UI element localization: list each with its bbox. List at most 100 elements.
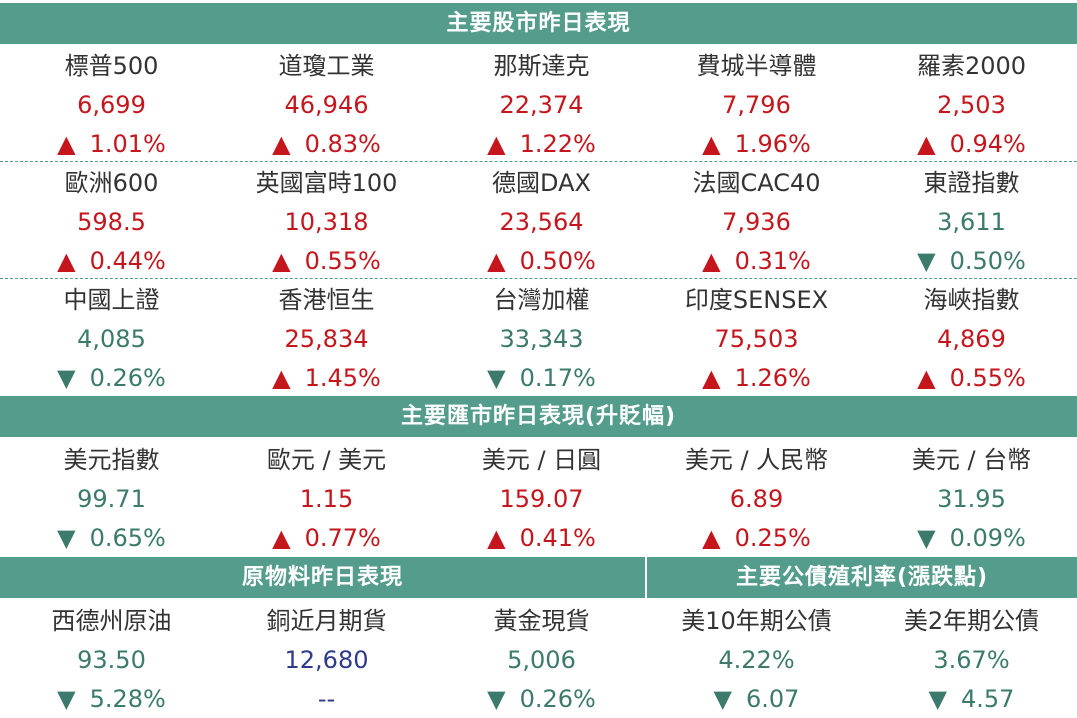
change-value: 0.26% bbox=[89, 364, 166, 392]
stocks-row-3: 中國上證 4,085 ▼ 0.26% 香港恒生 25,834 ▲ 1.45% 台灣加權 33,34… bbox=[0, 279, 1077, 395]
instrument-change: ▲ 1.26% bbox=[649, 361, 864, 395]
instrument-name: 英國富時100 bbox=[255, 169, 398, 197]
change-value: 0.09% bbox=[949, 524, 1026, 552]
market-cell: 美10年期公債 4.22% ▼ 6.07 bbox=[649, 600, 864, 716]
instrument-change: ▲ 0.44% bbox=[4, 244, 219, 278]
market-cell: 美元指數 99.71 ▼ 0.65% bbox=[4, 439, 219, 555]
instrument-value: 99.71 bbox=[77, 485, 146, 513]
stocks-row-2: 歐洲600 598.5 ▲ 0.44% 英國富時100 10,318 ▲ 0.55% 德國DAX… bbox=[0, 162, 1077, 279]
instrument-name: 西德州原油 bbox=[51, 607, 172, 635]
instrument-change: ▲ 0.41% bbox=[434, 521, 649, 555]
market-cell: 銅近月期貨 12,680 -- bbox=[219, 600, 434, 716]
instrument-name: 羅素2000 bbox=[916, 52, 1027, 80]
instrument-name: 香港恒生 bbox=[278, 286, 375, 314]
change-value: 0.55% bbox=[949, 364, 1026, 392]
market-cell: 美元 / 人民幣 6.89 ▲ 0.25% bbox=[649, 439, 864, 555]
change-value: 0.50% bbox=[949, 247, 1026, 275]
instrument-value: 3.67% bbox=[933, 646, 1010, 674]
instrument-change: ▲ 1.96% bbox=[649, 127, 864, 161]
market-cell: 台灣加權 33,343 ▼ 0.17% bbox=[434, 279, 649, 395]
instrument-change: ▲ 0.50% bbox=[434, 244, 649, 278]
market-cell: 費城半導體 7,796 ▲ 1.96% bbox=[649, 45, 864, 161]
stocks-banner: 主要股市昨日表現 bbox=[0, 3, 1077, 44]
market-cell: 美2年期公債 3.67% ▼ 4.57 bbox=[864, 600, 1077, 716]
instrument-value: 4.22% bbox=[718, 646, 795, 674]
instrument-name: 海峽指數 bbox=[923, 286, 1020, 314]
change-value: 0.25% bbox=[734, 524, 811, 552]
triangle-down-icon: ▼ bbox=[713, 685, 733, 713]
instrument-value: 4,085 bbox=[77, 325, 146, 353]
instrument-name: 美元 / 人民幣 bbox=[684, 446, 829, 474]
change-value: 0.77% bbox=[304, 524, 381, 552]
instrument-value: 46,946 bbox=[284, 91, 369, 119]
instrument-value: 6,699 bbox=[77, 91, 146, 119]
instrument-value: 4,869 bbox=[937, 325, 1006, 353]
triangle-up-icon: ▲ bbox=[272, 130, 291, 158]
instrument-name: 美10年期公債 bbox=[681, 607, 832, 635]
stocks-row-1: 標普500 6,699 ▲ 1.01% 道瓊工業 46,946 ▲ 0.83% 那斯達克 22,3… bbox=[0, 45, 1077, 162]
triangle-up-icon: ▲ bbox=[487, 524, 506, 552]
market-cell: 德國DAX 23,564 ▲ 0.50% bbox=[434, 162, 649, 278]
instrument-name: 德國DAX bbox=[492, 169, 591, 197]
change-value: 0.55% bbox=[304, 247, 381, 275]
fx-row: 美元指數 99.71 ▼ 0.65% 歐元 / 美元 1.15 ▲ 0.77% 美元 / 日圓 1… bbox=[0, 439, 1077, 555]
change-value: 1.26% bbox=[734, 364, 811, 392]
change-value: 1.45% bbox=[304, 364, 381, 392]
instrument-change: ▼ 0.26% bbox=[4, 361, 219, 395]
change-value: 0.65% bbox=[89, 524, 166, 552]
market-cell: 西德州原油 93.50 ▼ 5.28% bbox=[4, 600, 219, 716]
change-value: 0.41% bbox=[519, 524, 596, 552]
triangle-down-icon: ▼ bbox=[57, 364, 76, 392]
triangle-up-icon: ▲ bbox=[272, 364, 291, 392]
triangle-up-icon: ▲ bbox=[917, 130, 936, 158]
change-value: 1.01% bbox=[89, 130, 166, 158]
fx-banner: 主要匯市昨日表現(升貶幅) bbox=[0, 396, 1077, 437]
instrument-name: 東證指數 bbox=[923, 169, 1020, 197]
triangle-up-icon: ▲ bbox=[487, 130, 506, 158]
market-cell: 道瓊工業 46,946 ▲ 0.83% bbox=[219, 45, 434, 161]
market-cell: 香港恒生 25,834 ▲ 1.45% bbox=[219, 279, 434, 395]
instrument-name: 美2年期公債 bbox=[903, 607, 1040, 635]
instrument-value: 598.5 bbox=[77, 208, 146, 236]
instrument-change: ▲ 0.25% bbox=[649, 521, 864, 555]
change-value: 0.50% bbox=[519, 247, 596, 275]
instrument-value: 12,680 bbox=[284, 646, 369, 674]
market-cell: 英國富時100 10,318 ▲ 0.55% bbox=[219, 162, 434, 278]
triangle-down-icon: ▼ bbox=[487, 364, 506, 392]
instrument-value: 3,611 bbox=[937, 208, 1006, 236]
market-cell: 羅素2000 2,503 ▲ 0.94% bbox=[864, 45, 1077, 161]
triangle-down-icon: ▼ bbox=[917, 247, 936, 275]
instrument-change: ▼ 5.28% bbox=[4, 682, 219, 716]
change-value: 0.31% bbox=[734, 247, 811, 275]
instrument-name: 美元 / 日圓 bbox=[481, 446, 602, 474]
triangle-up-icon: ▲ bbox=[272, 524, 291, 552]
change-value: 1.96% bbox=[734, 130, 811, 158]
instrument-change: ▲ 1.01% bbox=[4, 127, 219, 161]
commodities-row: 西德州原油 93.50 ▼ 5.28% 銅近月期貨 12,680 -- 黃金現貨 5,006 ▼ 0… bbox=[0, 600, 1077, 716]
market-cell: 東證指數 3,611 ▼ 0.50% bbox=[864, 162, 1077, 278]
change-value: -- bbox=[317, 685, 336, 713]
triangle-down-icon: ▼ bbox=[917, 524, 936, 552]
market-cell: 歐元 / 美元 1.15 ▲ 0.77% bbox=[219, 439, 434, 555]
instrument-name: 費城半導體 bbox=[696, 52, 817, 80]
instrument-change: ▼ 0.50% bbox=[864, 244, 1077, 278]
market-cell: 標普500 6,699 ▲ 1.01% bbox=[4, 45, 219, 161]
instrument-value: 10,318 bbox=[284, 208, 369, 236]
instrument-name: 銅近月期貨 bbox=[266, 607, 387, 635]
triangle-up-icon: ▲ bbox=[702, 524, 721, 552]
instrument-value: 31.95 bbox=[937, 485, 1006, 513]
instrument-name: 那斯達克 bbox=[493, 52, 590, 80]
instrument-change: ▲ 0.77% bbox=[219, 521, 434, 555]
market-cell: 歐洲600 598.5 ▲ 0.44% bbox=[4, 162, 219, 278]
instrument-change: ▼ 4.57 bbox=[864, 682, 1077, 716]
triangle-up-icon: ▲ bbox=[702, 130, 721, 158]
instrument-name: 美元 / 台幣 bbox=[911, 446, 1032, 474]
triangle-down-icon: ▼ bbox=[57, 524, 76, 552]
instrument-name: 中國上證 bbox=[63, 286, 160, 314]
change-value: 0.44% bbox=[89, 247, 166, 275]
triangle-up-icon: ▲ bbox=[57, 130, 76, 158]
instrument-name: 美元指數 bbox=[63, 446, 160, 474]
change-value: 5.28% bbox=[89, 685, 166, 713]
instrument-change: ▲ 1.22% bbox=[434, 127, 649, 161]
